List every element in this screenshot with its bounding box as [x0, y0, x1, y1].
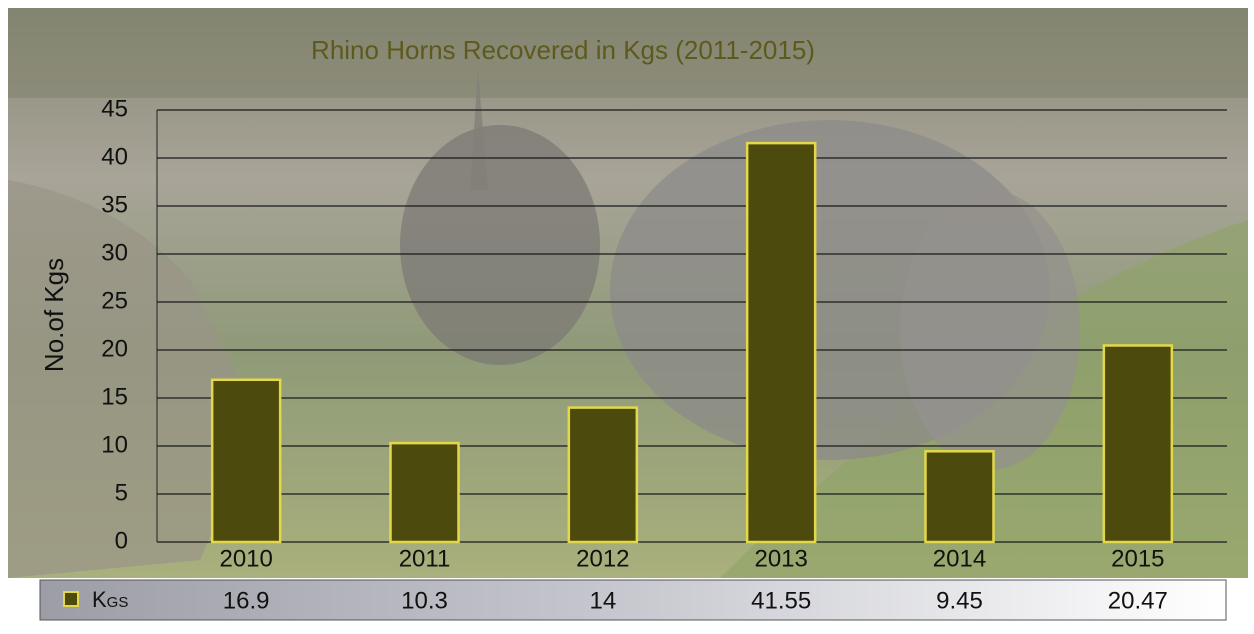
x-tick-label: 2012: [576, 545, 629, 572]
y-tick-label: 45: [101, 95, 128, 122]
x-tick-label: 2014: [933, 545, 986, 572]
y-tick-label: 10: [101, 431, 128, 458]
table-value: 20.47: [1108, 587, 1168, 614]
background-rhino-head: [900, 190, 1080, 470]
bar: [1102, 344, 1174, 544]
background-rocks: [8, 180, 260, 578]
bar: [567, 406, 639, 544]
x-tick-label: 2015: [1111, 545, 1164, 572]
legend-label: Kgs: [92, 587, 128, 612]
bar: [210, 378, 282, 544]
bar: [924, 450, 995, 544]
background-river: [8, 8, 1248, 98]
y-axis-label: No.of Kgs: [39, 258, 69, 372]
y-tick-label: 30: [101, 239, 128, 266]
x-tick-label: 2013: [754, 545, 807, 572]
y-tick-label: 15: [101, 383, 128, 410]
y-tick-label: 0: [115, 527, 128, 554]
background-rhino: [400, 125, 600, 365]
x-tick-label: 2010: [219, 545, 272, 572]
y-tick-label: 20: [101, 335, 128, 362]
bar: [389, 441, 460, 544]
y-tick-label: 35: [101, 191, 128, 218]
table-value: 10.3: [401, 587, 448, 614]
table-value: 16.9: [223, 587, 270, 614]
y-tick-label: 25: [101, 287, 128, 314]
table-value: 9.45: [936, 587, 983, 614]
chart-title: Rhino Horns Recovered in Kgs (2011-2015): [311, 35, 815, 65]
background-rhino-horn: [470, 70, 488, 190]
data-table: [39, 579, 1227, 621]
y-tick-label: 40: [101, 143, 128, 170]
legend-swatch: [63, 591, 79, 607]
y-tick-label: 5: [115, 479, 128, 506]
table-value: 41.55: [751, 587, 811, 614]
x-tick-label: 2011: [399, 545, 451, 572]
table-value: 14: [589, 587, 616, 614]
bar: [745, 141, 817, 544]
